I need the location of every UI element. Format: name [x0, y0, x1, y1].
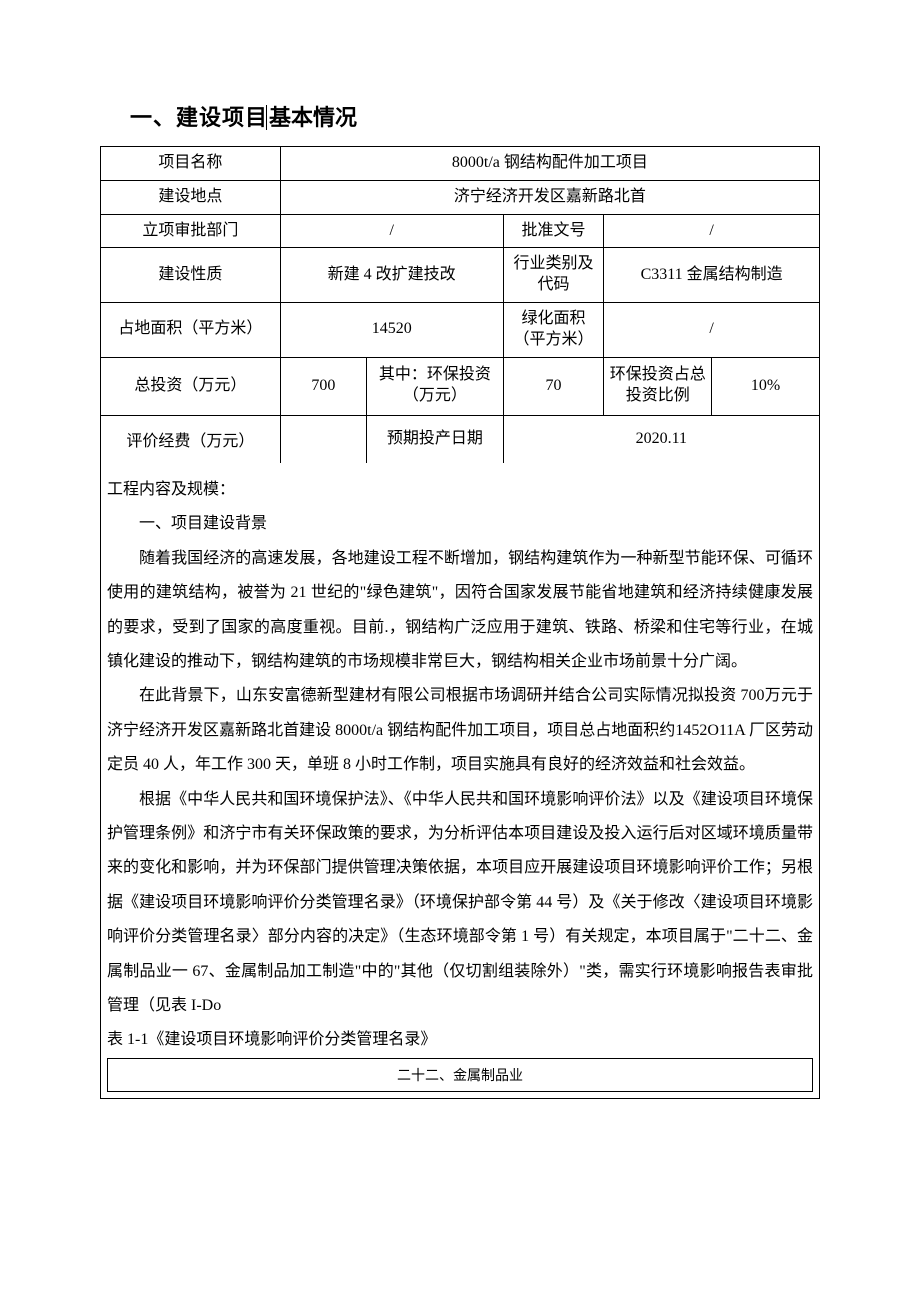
table-row: 项目名称 8000t/a 钢结构配件加工项目 — [101, 147, 820, 181]
table-row: 占地面积（平方米） 14520 绿化面积（平方米） / — [101, 302, 820, 357]
label-approval-dept: 立项审批部门 — [101, 214, 281, 248]
table-row: 评价经费（万元） 预期投产日期 2020.11 — [101, 415, 820, 463]
value-industry-code: C3311 金属结构制造 — [604, 248, 820, 303]
table-row: 建设地点 济宁经济开发区嘉新路北首 — [101, 180, 820, 214]
value-expected-date: 2020.11 — [503, 415, 819, 463]
inner-table-caption: 表 1-1《建设项目环境影响评价分类管理名录》 — [107, 1023, 813, 1057]
value-total-investment: 700 — [280, 357, 366, 415]
section-title: 一、建设项目基本情况 — [130, 100, 820, 132]
content-paragraph: 随着我国经济的高速发展，各地建设工程不断增加，钢结构建筑作为一种新型节能环保、可… — [107, 542, 813, 680]
table-row: 总投资（万元） 700 其中：环保投资（万元） 70 环保投资占总投资比例 10… — [101, 357, 820, 415]
label-eval-fee: 评价经费（万元） — [101, 415, 281, 463]
content-subheading: 一、项目建设背景 — [107, 507, 813, 541]
label-env-investment: 其中：环保投资（万元） — [367, 357, 504, 415]
content-paragraph: 在此背景下，山东安富德新型建材有限公司根据市场调研并结合公司实际情况拟投资 70… — [107, 679, 813, 782]
value-env-ratio: 10% — [712, 357, 820, 415]
label-industry-code: 行业类别及代码 — [503, 248, 604, 303]
table-row: 立项审批部门 / 批准文号 / — [101, 214, 820, 248]
meta-table: 项目名称 8000t/a 钢结构配件加工项目 建设地点 济宁经济开发区嘉新路北首… — [100, 146, 820, 463]
label-land-area: 占地面积（平方米） — [101, 302, 281, 357]
value-land-area: 14520 — [280, 302, 503, 357]
classification-table: 二十二、金属制品业 — [107, 1058, 813, 1092]
value-location: 济宁经济开发区嘉新路北首 — [280, 180, 819, 214]
content-heading: 工程内容及规模： — [107, 473, 813, 507]
table-row: 二十二、金属制品业 — [108, 1058, 813, 1091]
label-construction-nature: 建设性质 — [101, 248, 281, 303]
label-approval-no: 批准文号 — [503, 214, 604, 248]
label-env-ratio: 环保投资占总投资比例 — [604, 357, 712, 415]
content-paragraph: 根据《中华人民共和国环境保护法》、《中华人民共和国环境影响评价法》以及《建设项目… — [107, 783, 813, 1024]
content-section: 工程内容及规模： 一、项目建设背景 随着我国经济的高速发展，各地建设工程不断增加… — [100, 463, 820, 1099]
value-approval-no: / — [604, 214, 820, 248]
value-construction-nature: 新建 4 改扩建技改 — [280, 248, 503, 303]
title-segment-1: 一、建设项目 — [130, 105, 268, 130]
label-project-name: 项目名称 — [101, 147, 281, 181]
value-green-area: / — [604, 302, 820, 357]
label-expected-date: 预期投产日期 — [367, 415, 504, 463]
label-green-area: 绿化面积（平方米） — [503, 302, 604, 357]
title-segment-2: 基本情况 — [266, 105, 357, 130]
page: 一、建设项目基本情况 项目名称 8000t/a 钢结构配件加工项目 建设地点 济… — [0, 0, 920, 1301]
label-total-investment: 总投资（万元） — [101, 357, 281, 415]
classification-cell: 二十二、金属制品业 — [108, 1058, 813, 1091]
value-env-investment: 70 — [503, 357, 604, 415]
value-eval-fee — [280, 415, 366, 463]
value-project-name: 8000t/a 钢结构配件加工项目 — [280, 147, 819, 181]
value-approval-dept: / — [280, 214, 503, 248]
label-location: 建设地点 — [101, 180, 281, 214]
table-row: 建设性质 新建 4 改扩建技改 行业类别及代码 C3311 金属结构制造 — [101, 248, 820, 303]
